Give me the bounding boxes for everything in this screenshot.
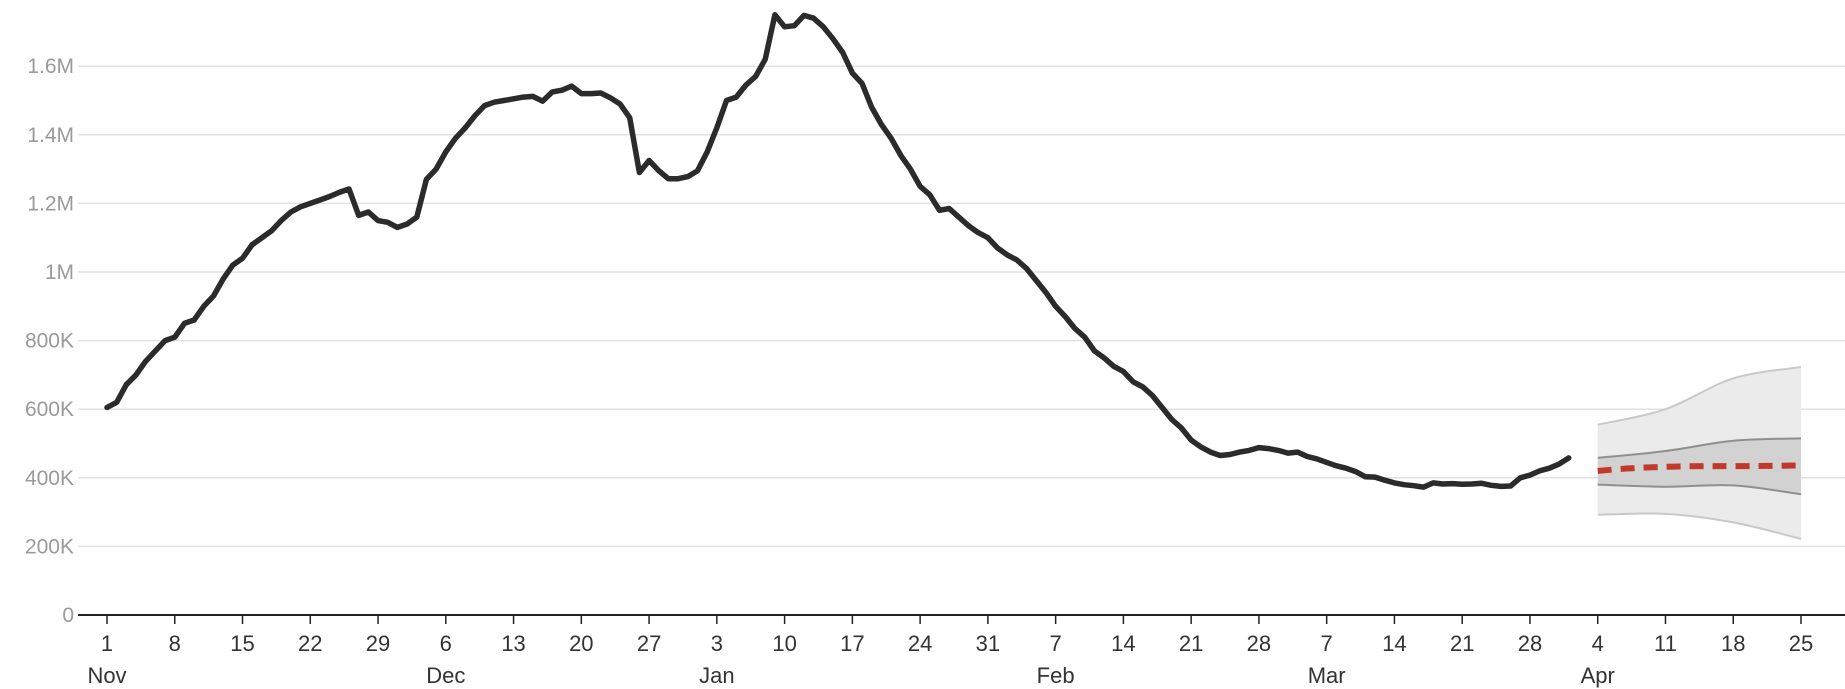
y-tick-label: 1.6M bbox=[27, 55, 74, 78]
y-tick-label: 1.4M bbox=[27, 124, 74, 147]
x-tick-label: 7 bbox=[1321, 631, 1333, 656]
chart-series bbox=[104, 12, 1802, 490]
x-axis-labels: 1 8 15 22 29 6 13 20 27 3 10 17 24 31 7 14 21 28 7 14 21 28 4 1… bbox=[101, 631, 1813, 656]
x-tick-label: 27 bbox=[637, 631, 661, 656]
y-tick-label: 800K bbox=[25, 330, 74, 353]
month-labels: Nov Dec Jan Feb Mar Apr bbox=[87, 663, 1614, 688]
x-tick-label: 17 bbox=[840, 631, 864, 656]
series-line-projection-median bbox=[1597, 462, 1802, 474]
x-tick-label: 7 bbox=[1050, 631, 1062, 656]
y-tick-label: 400K bbox=[25, 467, 74, 490]
projection-outer-band-lower-line bbox=[1597, 512, 1802, 540]
x-tick-label: 22 bbox=[298, 631, 322, 656]
y-tick-label: 1M bbox=[45, 261, 74, 284]
projection-inner-band-lower-line bbox=[1597, 483, 1802, 496]
x-tick-label: 21 bbox=[1450, 631, 1474, 656]
x-axis-ticks bbox=[106, 615, 1802, 624]
series-line-observed bbox=[104, 12, 1572, 490]
x-tick-label: 13 bbox=[501, 631, 525, 656]
y-axis-labels: 0 200K 400K 600K 800K 1M 1.2M 1.4M 1.6M bbox=[25, 55, 74, 627]
x-tick-label: 10 bbox=[772, 631, 796, 656]
x-tick-label: 29 bbox=[366, 631, 390, 656]
x-tick-label: 15 bbox=[230, 631, 254, 656]
y-tick-label: 1.2M bbox=[27, 192, 74, 215]
x-tick-label: 18 bbox=[1721, 631, 1745, 656]
month-label: Mar bbox=[1308, 663, 1346, 688]
x-tick-label: 14 bbox=[1382, 631, 1406, 656]
x-tick-label: 6 bbox=[440, 631, 452, 656]
month-label: Apr bbox=[1581, 663, 1615, 688]
month-label: Feb bbox=[1037, 663, 1075, 688]
x-tick-label: 14 bbox=[1111, 631, 1135, 656]
projection-inner-band-upper-line bbox=[1597, 437, 1802, 459]
y-tick-label: 0 bbox=[62, 604, 74, 627]
x-tick-label: 20 bbox=[569, 631, 593, 656]
y-tick-label: 600K bbox=[25, 398, 74, 421]
x-tick-label: 24 bbox=[908, 631, 932, 656]
grid-lines bbox=[78, 65, 1845, 548]
projection-outer-band-upper-line bbox=[1597, 366, 1802, 426]
x-tick-label: 31 bbox=[976, 631, 1000, 656]
x-tick-label: 3 bbox=[711, 631, 723, 656]
y-tick-label: 200K bbox=[25, 535, 74, 558]
x-tick-label: 1 bbox=[101, 631, 113, 656]
x-tick-label: 21 bbox=[1179, 631, 1203, 656]
x-tick-label: 25 bbox=[1789, 631, 1813, 656]
x-tick-label: 28 bbox=[1518, 631, 1542, 656]
x-tick-label: 4 bbox=[1592, 631, 1604, 656]
projection-bands bbox=[1597, 366, 1802, 540]
x-tick-label: 8 bbox=[169, 631, 181, 656]
x-tick-label: 28 bbox=[1247, 631, 1271, 656]
month-label: Dec bbox=[426, 663, 465, 688]
x-tick-label: 11 bbox=[1654, 631, 1677, 656]
month-label: Jan bbox=[699, 663, 734, 688]
month-label: Nov bbox=[87, 663, 126, 688]
